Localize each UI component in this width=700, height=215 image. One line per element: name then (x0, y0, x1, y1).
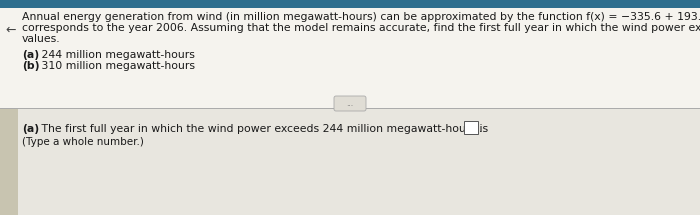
Text: (b): (b) (22, 61, 39, 71)
Text: ...: ... (346, 99, 354, 108)
Bar (464, 121, 478, 134)
Text: corresponds to the year 2006. Assuming that the model remains accurate, find the: corresponds to the year 2006. Assuming t… (22, 23, 700, 33)
Bar (0, 108, 18, 215)
Text: Annual energy generation from wind (in million megawatt-hours) can be approximat: Annual energy generation from wind (in m… (22, 12, 700, 22)
Text: 310 million megawatt-hours: 310 million megawatt-hours (38, 61, 195, 71)
Text: (a): (a) (22, 124, 39, 134)
FancyBboxPatch shape (334, 96, 366, 111)
Text: .: . (479, 124, 482, 134)
Text: (a): (a) (22, 50, 39, 60)
Bar (0, 0, 700, 8)
Text: (Type a whole number.): (Type a whole number.) (22, 137, 144, 147)
Text: 244 million megawatt-hours: 244 million megawatt-hours (38, 50, 195, 60)
Bar (0, 108, 700, 215)
Text: The first full year in which the wind power exceeds 244 million megawatt-hours i: The first full year in which the wind po… (38, 124, 488, 134)
Text: ←: ← (5, 23, 15, 37)
Text: values.: values. (22, 34, 61, 44)
